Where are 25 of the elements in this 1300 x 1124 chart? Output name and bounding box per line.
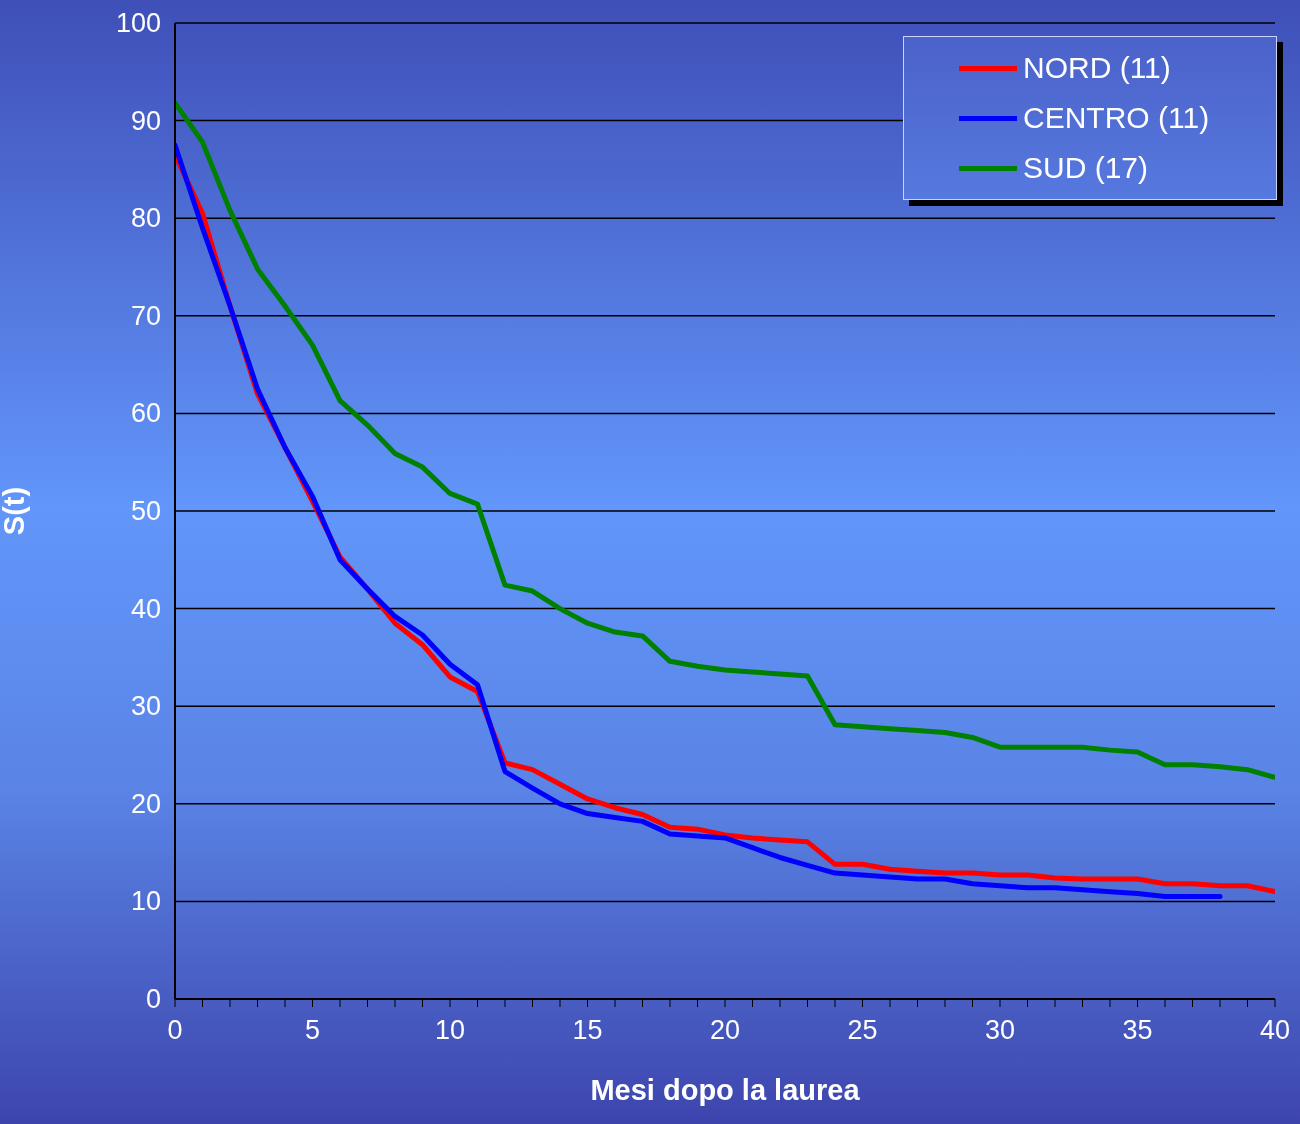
y-tick-label: 50 (130, 496, 161, 526)
x-tick-label: 40 (1259, 1015, 1291, 1045)
x-tick-label: 20 (709, 1015, 741, 1045)
y-tick-label: 10 (130, 886, 161, 917)
y-tick-label: 30 (130, 691, 161, 722)
x-tick-label: 25 (847, 1015, 878, 1045)
x-tick-label: 5 (304, 1015, 321, 1045)
y-tick-label: 60 (130, 398, 161, 429)
y-tick-label: 40 (130, 593, 161, 624)
legend-label: NORD (11) (1023, 51, 1171, 85)
x-tick-label: 30 (984, 1015, 1016, 1045)
legend-label: CENTRO (11) (1023, 101, 1210, 135)
x-tick-label: 15 (572, 1015, 603, 1045)
y-tick-label: 20 (130, 788, 161, 819)
x-tick-label: 35 (1122, 1015, 1153, 1045)
y-tick-label: 0 (145, 984, 161, 1014)
x-axis-title: Mesi dopo la laurea (590, 1074, 861, 1106)
x-tick-label: 0 (167, 1015, 183, 1045)
y-tick-label: 70 (130, 300, 161, 331)
y-tick-label: 80 (130, 203, 161, 234)
x-tick-label: 10 (434, 1015, 466, 1045)
legend-label: SUD (17) (1023, 151, 1149, 185)
y-axis-title: S(t) (0, 486, 31, 536)
y-tick-label: 100 (115, 8, 161, 38)
y-tick-label: 90 (130, 105, 161, 136)
